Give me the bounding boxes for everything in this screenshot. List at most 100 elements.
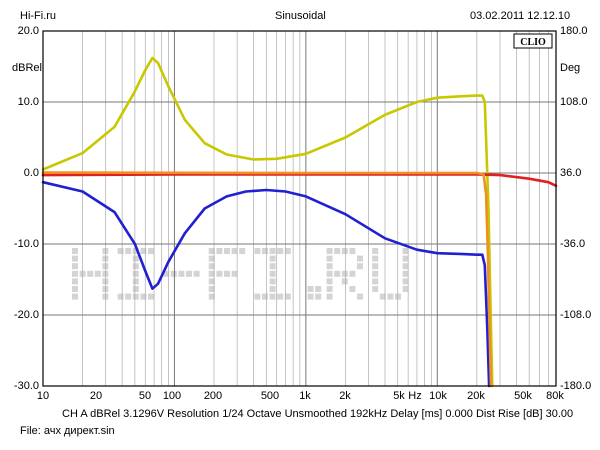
series-layer [41,56,558,388]
measurement-mode: Sinusoidal [275,10,326,22]
watermark-dot [231,248,238,254]
watermark-dot [349,286,356,292]
x-tick-label: 100 [162,390,182,402]
watermark-dot [132,293,139,300]
clio-badge: CLIO [513,33,553,49]
watermark-dot [315,293,322,300]
y-tick-label: 10.0 [17,96,39,108]
watermark-dot [372,270,379,277]
watermark-dot [326,278,333,285]
watermark-dot [269,255,276,262]
watermark-dot [269,278,276,285]
watermark-dot [357,263,363,270]
x-tick-label: 1k [299,390,311,402]
clio-badge-box [513,33,553,49]
watermark-dot [307,286,314,292]
watermark-dot [125,293,132,300]
clio-badge-text: CLIO [520,37,546,48]
watermark-dot [148,293,154,300]
y2-tick-label: 180.0 [560,25,588,37]
watermark-dot [140,293,147,300]
file-name: File: ачх директ.sin [20,425,115,437]
y2-tick-label: -36.0 [560,238,586,250]
x-tick-label: 200 [203,390,223,402]
watermark-dot [315,286,322,292]
watermark-dot [132,270,139,277]
y2-tick-label: 108.0 [560,96,588,108]
watermark-dot [170,270,177,277]
watermark-dot [140,248,147,254]
y2-tick-label: 36.0 [560,167,582,179]
watermark-dot [269,263,276,270]
x-tick-label: 50 [138,390,152,402]
watermark-dot [262,293,268,300]
watermark-dot [208,278,215,285]
chart-grid [43,31,556,386]
x-unit-label: Hz [408,390,422,402]
watermark-dot [357,293,363,300]
watermark-dot [402,248,409,254]
watermark-dot [277,248,284,254]
watermark-dot [269,248,276,254]
series-line-3 [41,173,558,188]
y-tick-label: -20.0 [13,309,39,321]
y2-tick-label: -108.0 [560,309,592,321]
watermark-dot [87,270,94,277]
x-tick-label: 2k [339,390,351,402]
watermark-dot [239,248,246,254]
watermark-dot [379,293,386,300]
watermark-dot [72,270,78,277]
plot-background [43,31,556,386]
watermark-dot [326,248,333,254]
watermark-dot [326,286,333,292]
watermark-dot [72,278,78,285]
watermark-dot [125,248,132,254]
watermark-dot [216,248,223,254]
watermark-dot [72,263,78,270]
watermark-dot [334,270,341,277]
x-tick-label: 50k [514,390,532,402]
watermark-dot [402,270,409,277]
watermark-dot [326,270,333,277]
watermark-dot [326,263,333,270]
watermark-dot [132,278,139,285]
y-tick-label: 0.0 [23,167,39,179]
x-tick-label: 80k [546,390,564,402]
plot-frame [42,30,557,387]
watermark-dot [349,248,356,254]
watermark-dot [269,270,276,277]
series-line-1 [41,56,494,388]
watermark-dot [372,255,379,262]
x-tick-label: 10 [36,390,50,402]
watermark-dot [372,278,379,285]
watermark-dot [72,255,78,262]
watermark-dot [132,248,139,254]
right-axis-unit: Deg [560,62,581,74]
watermark-dot [349,270,356,277]
watermark-dot [132,255,139,262]
x-tick-label: 20k [467,390,485,402]
watermark-dot [224,270,230,277]
watermark-dot [269,293,276,300]
watermark-dot [208,263,215,270]
measurement-settings: CH A dBRel 3.1296V Resolution 1/24 Octav… [62,408,574,420]
y-tick-label: -10.0 [13,238,39,250]
watermark-dot [402,286,409,292]
watermark-dot [186,270,192,277]
watermark-dot [231,270,238,277]
watermark-dot [326,255,333,262]
x-tick-label: 10k [429,390,447,402]
watermark-dot [284,248,291,254]
watermark-dot [193,270,200,277]
watermark-dot [269,286,276,292]
watermark-dot [277,293,284,300]
watermark-dot [254,293,261,300]
watermark-dot [284,293,291,300]
watermark-dot [372,286,379,292]
series-line-4 [41,171,493,388]
left-axis-unit: dBRel [12,62,42,74]
watermark-dot [307,293,314,300]
watermark-dot [94,270,101,277]
watermark-dot [208,255,215,262]
watermark-dot [208,293,215,300]
